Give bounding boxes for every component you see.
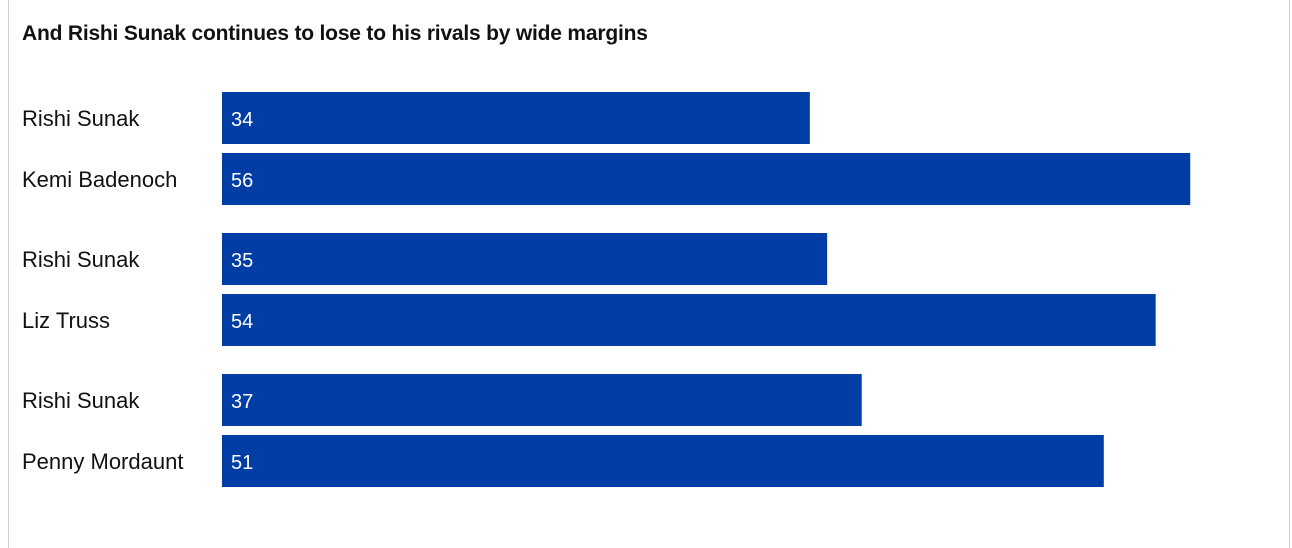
- value-label: 34: [231, 109, 253, 131]
- chart-frame: [8, 0, 1290, 548]
- chart-title: And Rishi Sunak continues to lose to his…: [22, 22, 648, 45]
- category-label: Liz Truss: [22, 308, 110, 333]
- category-label: Penny Mordaunt: [22, 449, 183, 474]
- value-label: 35: [231, 250, 253, 272]
- value-label: 37: [231, 391, 253, 413]
- category-label: Rishi Sunak: [22, 106, 140, 131]
- bar: [222, 233, 828, 285]
- bar: [222, 294, 1156, 346]
- category-label: Rishi Sunak: [22, 388, 140, 413]
- value-label: 56: [231, 170, 253, 192]
- bar: [222, 435, 1104, 487]
- category-label: Kemi Badenoch: [22, 167, 177, 192]
- category-label: Rishi Sunak: [22, 247, 140, 272]
- value-label: 54: [231, 311, 253, 333]
- bars-layer: Rishi Sunak 34 Kemi Badenoch 56 Rishi Sunak 3…: [22, 92, 1191, 487]
- bar: [222, 153, 1191, 205]
- bar: [222, 374, 862, 426]
- bar: [222, 92, 810, 144]
- value-label: 51: [231, 452, 253, 474]
